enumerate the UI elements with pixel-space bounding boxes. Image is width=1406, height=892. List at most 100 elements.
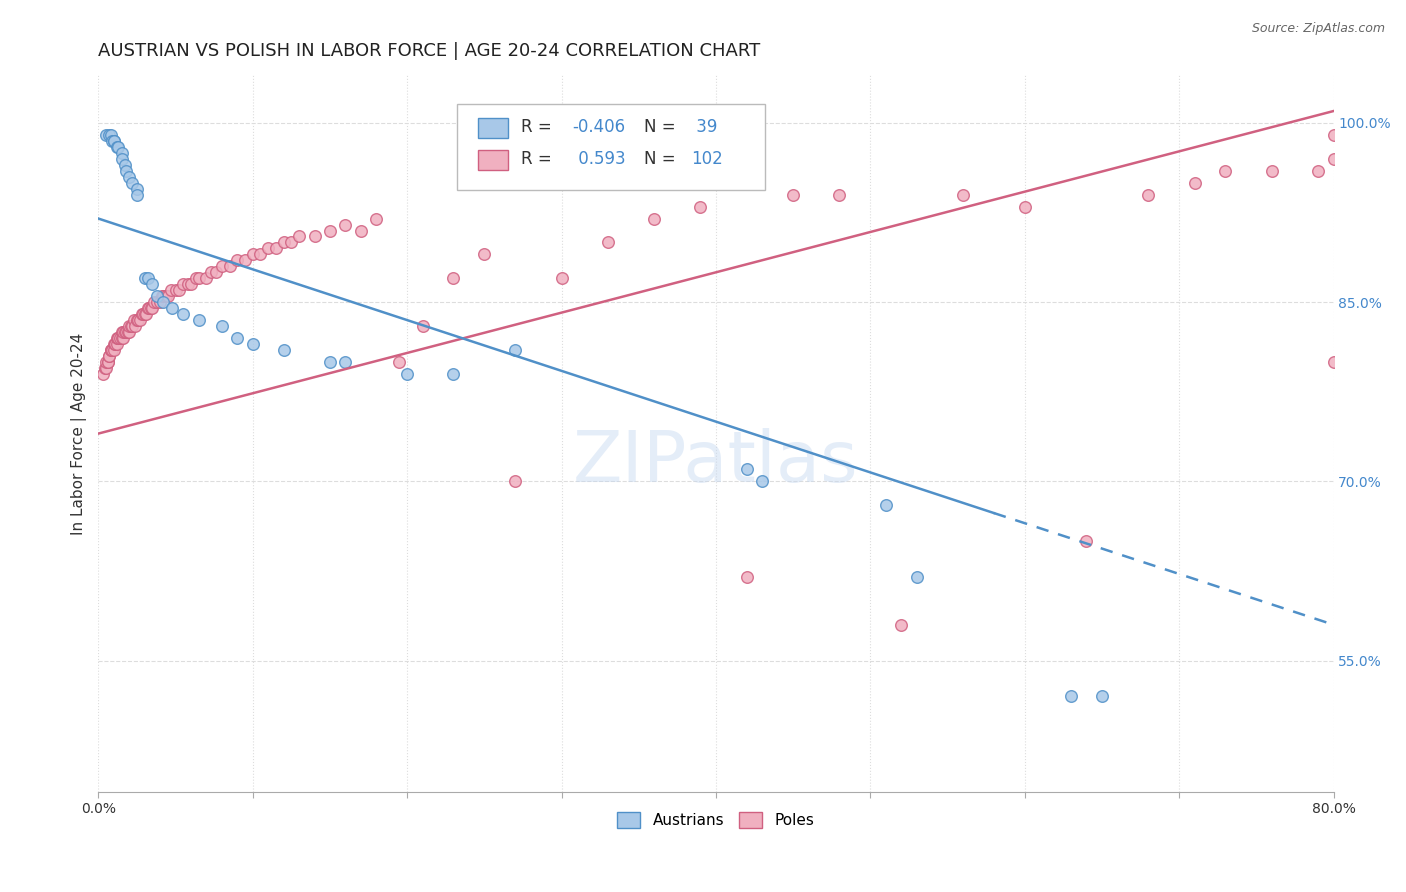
Point	[156, 289, 179, 303]
Point	[443, 271, 465, 285]
Point	[1137, 187, 1160, 202]
Point	[98, 349, 121, 363]
Point	[131, 307, 153, 321]
Point	[118, 319, 141, 334]
Point	[1215, 163, 1237, 178]
Point	[1306, 163, 1329, 178]
Point	[1261, 163, 1284, 178]
Point	[1322, 152, 1344, 166]
Point	[150, 289, 173, 303]
Point	[124, 319, 146, 334]
Legend: Austrians, Poles: Austrians, Poles	[612, 806, 821, 835]
Point	[828, 187, 851, 202]
Point	[115, 325, 138, 339]
Point	[160, 283, 183, 297]
Point	[350, 223, 373, 237]
Point	[110, 331, 132, 345]
Point	[94, 360, 117, 375]
Point	[118, 169, 141, 184]
Point	[1014, 200, 1036, 214]
Point	[120, 319, 142, 334]
Text: R =: R =	[520, 118, 557, 136]
Point	[335, 355, 357, 369]
Point	[94, 128, 117, 142]
Point	[105, 331, 128, 345]
Point	[136, 271, 159, 285]
Point	[103, 134, 125, 148]
Point	[125, 187, 148, 202]
Point	[122, 313, 145, 327]
Point	[689, 200, 711, 214]
Point	[108, 331, 131, 345]
Point	[1322, 128, 1344, 142]
Point	[1060, 690, 1083, 704]
Point	[304, 229, 326, 244]
Point	[93, 360, 115, 375]
Point	[110, 325, 132, 339]
Point	[112, 325, 135, 339]
Point	[136, 301, 159, 315]
Point	[890, 617, 912, 632]
Point	[257, 241, 280, 255]
Point	[242, 247, 264, 261]
Point	[139, 301, 162, 315]
Point	[412, 319, 434, 334]
Point	[138, 301, 160, 315]
Point	[180, 277, 202, 292]
Text: Source: ZipAtlas.com: Source: ZipAtlas.com	[1251, 22, 1385, 36]
Point	[211, 319, 233, 334]
Point	[149, 295, 172, 310]
Point	[101, 343, 124, 357]
Point	[134, 271, 156, 285]
Point	[1184, 176, 1206, 190]
Point	[162, 301, 184, 315]
Point	[91, 367, 114, 381]
Point	[94, 355, 117, 369]
Point	[98, 349, 121, 363]
Point	[107, 331, 129, 345]
Point	[172, 307, 194, 321]
Point	[335, 218, 357, 232]
Point	[100, 128, 122, 142]
Point	[146, 295, 169, 310]
Point	[319, 355, 342, 369]
Point	[146, 289, 169, 303]
Point	[118, 325, 141, 339]
Point	[596, 235, 619, 250]
Point	[195, 271, 218, 285]
Point	[264, 241, 287, 255]
Point	[155, 289, 177, 303]
Point	[100, 343, 122, 357]
Point	[132, 307, 155, 321]
Point	[443, 367, 465, 381]
Point	[104, 337, 127, 351]
Point	[114, 325, 136, 339]
Point	[1076, 534, 1098, 549]
Point	[472, 247, 495, 261]
Point	[115, 163, 138, 178]
Point	[388, 355, 411, 369]
Text: 39: 39	[692, 118, 717, 136]
Point	[503, 343, 526, 357]
Point	[875, 498, 897, 512]
Point	[273, 343, 295, 357]
Point	[200, 265, 222, 279]
Point	[128, 313, 150, 327]
Point	[751, 475, 773, 489]
Point	[112, 331, 135, 345]
Point	[177, 277, 200, 292]
Point	[905, 570, 928, 584]
Point	[135, 307, 157, 321]
Text: AUSTRIAN VS POLISH IN LABOR FORCE | AGE 20-24 CORRELATION CHART: AUSTRIAN VS POLISH IN LABOR FORCE | AGE …	[98, 42, 761, 60]
Point	[110, 145, 132, 160]
Point	[735, 462, 758, 476]
Point	[503, 475, 526, 489]
Point	[1322, 355, 1344, 369]
Point	[211, 260, 233, 274]
Text: 102: 102	[692, 150, 723, 168]
Point	[288, 229, 311, 244]
Point	[782, 187, 804, 202]
Point	[184, 271, 207, 285]
FancyBboxPatch shape	[457, 103, 765, 190]
Point	[107, 331, 129, 345]
